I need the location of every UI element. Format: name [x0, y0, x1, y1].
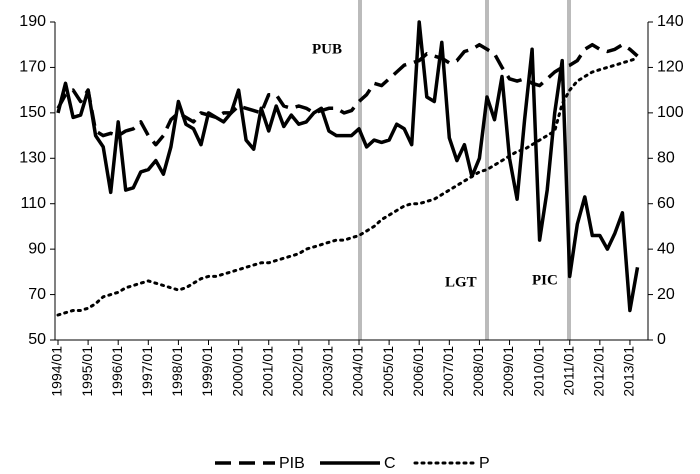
x-tick-label: 1997/01: [139, 346, 155, 397]
y-tick-label: 50: [28, 331, 46, 348]
x-tick-label: 1998/01: [169, 346, 185, 397]
y-tick-label: 90: [28, 240, 46, 257]
y2-tick-label: 100: [657, 104, 684, 121]
annotation: PIC: [532, 272, 558, 288]
x-tick-label: 1999/01: [199, 346, 215, 397]
y-tick-label: 70: [28, 286, 46, 303]
x-tick-label: 2002/01: [290, 346, 306, 397]
x-tick-label: 2003/01: [320, 346, 336, 397]
series-line: [56, 42, 639, 147]
y-tick-label: 110: [20, 195, 46, 212]
series-line: [56, 56, 639, 317]
y2-tick-label: 60: [657, 195, 675, 212]
y2-tick-label: 140: [657, 13, 684, 30]
x-tick-label: 2001/01: [259, 346, 275, 397]
x-tick-label: 2009/01: [500, 346, 516, 397]
x-tick-label: 1995/01: [79, 346, 95, 397]
x-tick-label: 2008/01: [470, 346, 486, 397]
y2-tick-label: 20: [657, 286, 675, 303]
x-tick-label: 2000/01: [229, 346, 245, 397]
y2-tick-label: 120: [657, 59, 684, 76]
x-tick-label: 2007/01: [440, 346, 456, 397]
legend-label: C: [384, 455, 396, 472]
x-tick-label: 2006/01: [410, 346, 426, 397]
x-tick-label: 2010/01: [530, 346, 546, 397]
x-tick-label: 2013/01: [621, 346, 637, 397]
x-tick-label: 2012/01: [591, 346, 607, 397]
x-tick-label: 1996/01: [109, 346, 125, 397]
x-tick-label: 2011/01: [560, 346, 576, 396]
y-tick-label: 170: [19, 59, 46, 76]
annotation: LGT: [445, 274, 477, 290]
y2-tick-label: 40: [657, 240, 675, 257]
x-tick-label: 1994/01: [49, 346, 65, 397]
y2-tick-label: 0: [657, 331, 666, 348]
annotation: PUB: [312, 41, 342, 57]
y-tick-label: 130: [19, 150, 46, 167]
x-tick-label: 2004/01: [350, 346, 366, 397]
legend-label: P: [479, 455, 490, 472]
legend-label: PIB: [279, 455, 305, 472]
series-line: [56, 20, 640, 313]
y-tick-label: 150: [19, 104, 46, 121]
y2-tick-label: 80: [657, 150, 675, 167]
x-tick-label: 2005/01: [380, 346, 396, 397]
y-tick-label: 190: [19, 13, 46, 30]
